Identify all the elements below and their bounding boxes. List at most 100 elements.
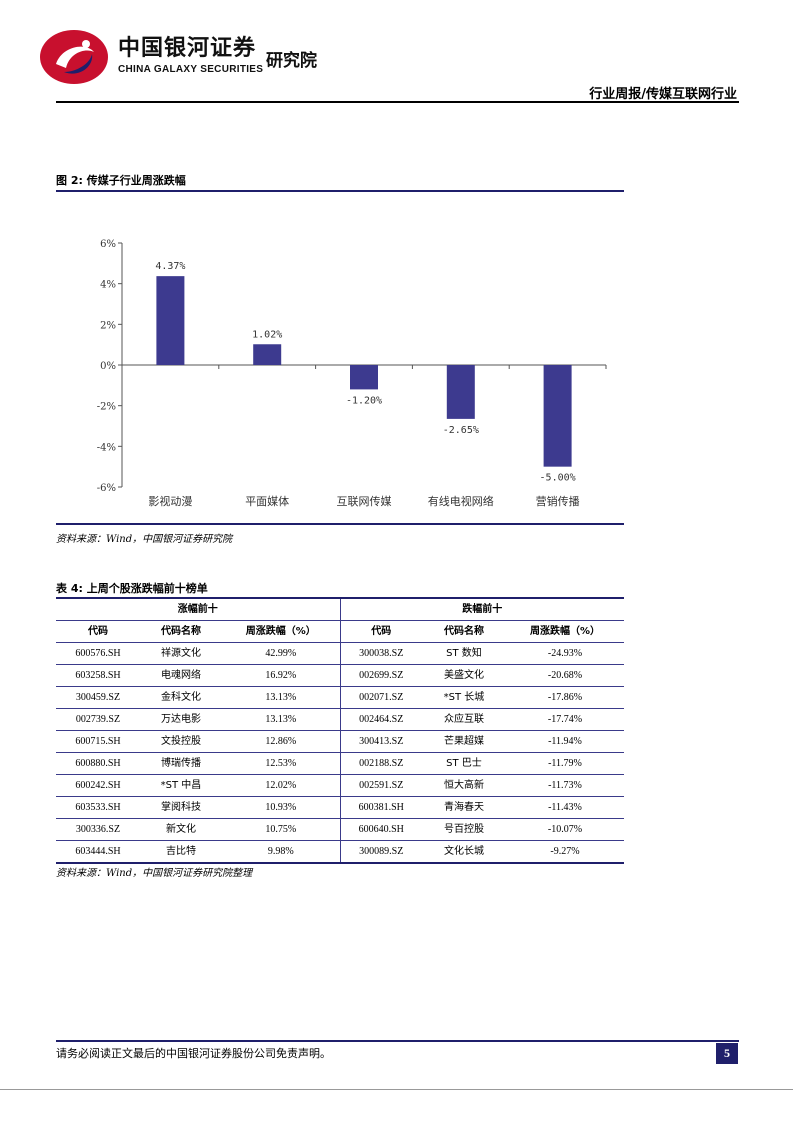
gain-code: 603444.SH xyxy=(56,840,140,864)
gain-change: 13.13% xyxy=(222,686,341,709)
loss-change: -9.27% xyxy=(506,840,624,864)
gain-code: 603258.SH xyxy=(56,664,140,687)
gain-name: 金科文化 xyxy=(140,686,222,709)
gain-name: 掌阅科技 xyxy=(140,796,222,819)
gain-code: 600715.SH xyxy=(56,730,140,753)
category-label: 有线电视网络 xyxy=(428,494,494,508)
page-bottom-edge xyxy=(0,1089,793,1090)
figure-title: 图 2: 传媒子行业周涨跌幅 xyxy=(56,174,186,187)
gain-code: 600880.SH xyxy=(56,752,140,775)
bar xyxy=(350,365,378,390)
y-tick-label: -2% xyxy=(97,402,116,413)
table-column-header: 代码 代码名称 周涨跌幅（%） 代码 代码名称 周涨跌幅（%） xyxy=(56,620,624,643)
table-row: 603533.SH 掌阅科技 10.93% 600381.SH 青海春天 -11.43% xyxy=(56,796,624,819)
loss-code: 002699.SZ xyxy=(340,664,422,687)
category-label: 影视动漫 xyxy=(148,494,192,508)
loss-name: 美盛文化 xyxy=(422,664,506,687)
category-label: 互联网传媒 xyxy=(337,495,392,508)
col-code: 代码 xyxy=(340,620,422,643)
gain-code: 600242.SH xyxy=(56,774,140,797)
gain-change: 10.93% xyxy=(222,796,341,819)
col-change: 周涨跌幅（%） xyxy=(222,620,341,643)
loss-name: ST 巴士 xyxy=(422,752,506,775)
loss-name: 众应互联 xyxy=(422,708,506,731)
report-type: 行业周报/传媒互联网行业 xyxy=(589,87,737,102)
col-name: 代码名称 xyxy=(140,620,222,643)
page-number: 5 xyxy=(716,1043,738,1064)
galaxy-logo-icon xyxy=(40,30,108,84)
gain-name: 祥源文化 xyxy=(140,642,222,665)
group-loss-header: 跌幅前十 xyxy=(340,597,624,621)
col-code: 代码 xyxy=(56,620,140,643)
loss-name: 恒大高新 xyxy=(422,774,506,797)
table-row: 002739.SZ 万达电影 13.13% 002464.SZ 众应互联 -17.74% xyxy=(56,708,624,731)
footer-disclaimer: 请务必阅读正文最后的中国银河证券股份公司免责声明。 xyxy=(56,1047,331,1060)
loss-change: -10.07% xyxy=(506,818,624,841)
col-name: 代码名称 xyxy=(422,620,506,643)
gain-change: 16.92% xyxy=(222,664,341,687)
category-label: 平面媒体 xyxy=(245,494,289,508)
figure-title-rule xyxy=(56,190,624,192)
logo-chinese-name: 中国银河证券 xyxy=(118,36,257,61)
bar xyxy=(543,365,572,467)
gain-name: 电魂网络 xyxy=(140,664,222,687)
loss-name: *ST 长城 xyxy=(422,686,506,709)
gain-change: 10.75% xyxy=(222,818,341,841)
header-divider xyxy=(56,101,739,103)
loss-code: 002464.SZ xyxy=(340,708,422,731)
gain-code: 600576.SH xyxy=(56,642,140,665)
table-row: 600715.SH 文投控股 12.86% 300413.SZ 芒果超媒 -11.94% xyxy=(56,730,624,753)
gain-change: 42.99% xyxy=(222,642,341,665)
y-tick-label: -6% xyxy=(97,483,116,494)
loss-name: 芒果超媒 xyxy=(422,730,506,753)
loss-name: 号百控股 xyxy=(422,818,506,841)
gain-change: 12.86% xyxy=(222,730,341,753)
bar-chart: 6% 4% 2% 0% -2% -4% -6% 4.37% 影视动漫 1.02% 平面媒体 -1.20… xyxy=(97,239,607,508)
loss-change: -11.79% xyxy=(506,752,624,775)
loss-code: 300038.SZ xyxy=(340,642,422,665)
logo-institute: 研究院 xyxy=(266,51,317,71)
loss-change: -11.73% xyxy=(506,774,624,797)
data-label: 1.02% xyxy=(252,329,282,340)
y-tick-label: 0% xyxy=(100,361,116,372)
table-group-header: 涨幅前十 跌幅前十 xyxy=(56,597,624,621)
gain-name: 博瑞传播 xyxy=(140,752,222,775)
table-title: 表 4: 上周个股涨跌幅前十榜单 xyxy=(56,582,208,595)
col-change: 周涨跌幅（%） xyxy=(506,620,624,643)
loss-change: -11.94% xyxy=(506,730,624,753)
stock-ranking-table: 涨幅前十 跌幅前十 代码 代码名称 周涨跌幅（%） 代码 代码名称 周涨跌幅（%… xyxy=(56,597,624,864)
loss-change: -24.93% xyxy=(506,642,624,665)
loss-change: -11.43% xyxy=(506,796,624,819)
gain-code: 300459.SZ xyxy=(56,686,140,709)
gain-name: 吉比特 xyxy=(140,840,222,864)
loss-code: 300413.SZ xyxy=(340,730,422,753)
table-row: 603258.SH 电魂网络 16.92% 002699.SZ 美盛文化 -20.68% xyxy=(56,664,624,687)
loss-change: -20.68% xyxy=(506,664,624,687)
data-label: 4.37% xyxy=(155,261,185,272)
table-row: 600880.SH 博瑞传播 12.53% 002188.SZ ST 巴士 -11.79% xyxy=(56,752,624,775)
logo-english-name: CHINA GALAXY SECURITIES xyxy=(118,64,264,75)
figure-bottom-rule xyxy=(56,523,624,525)
loss-change: -17.74% xyxy=(506,708,624,731)
loss-change: -17.86% xyxy=(506,686,624,709)
gain-name: *ST 中昌 xyxy=(140,774,222,797)
group-gain-header: 涨幅前十 xyxy=(56,597,341,621)
figure-source: 资料来源：Wind，中国银河证券研究院 xyxy=(56,534,233,545)
bar xyxy=(253,344,282,365)
loss-code: 002591.SZ xyxy=(340,774,422,797)
gain-name: 文投控股 xyxy=(140,730,222,753)
gain-code: 300336.SZ xyxy=(56,818,140,841)
category-label: 营销传播 xyxy=(536,494,580,508)
gain-code: 603533.SH xyxy=(56,796,140,819)
gain-name: 新文化 xyxy=(140,818,222,841)
loss-code: 600640.SH xyxy=(340,818,422,841)
loss-code: 002188.SZ xyxy=(340,752,422,775)
y-tick-label: 6% xyxy=(100,239,116,250)
table-row: 300336.SZ 新文化 10.75% 600640.SH 号百控股 -10.07% xyxy=(56,818,624,841)
data-label: -5.00% xyxy=(540,473,576,484)
loss-name: ST 数知 xyxy=(422,642,506,665)
gain-change: 12.53% xyxy=(222,752,341,775)
data-label: -1.20% xyxy=(346,395,382,406)
loss-code: 600381.SH xyxy=(340,796,422,819)
table-row: 600576.SH 祥源文化 42.99% 300038.SZ ST 数知 -24.93% xyxy=(56,642,624,665)
